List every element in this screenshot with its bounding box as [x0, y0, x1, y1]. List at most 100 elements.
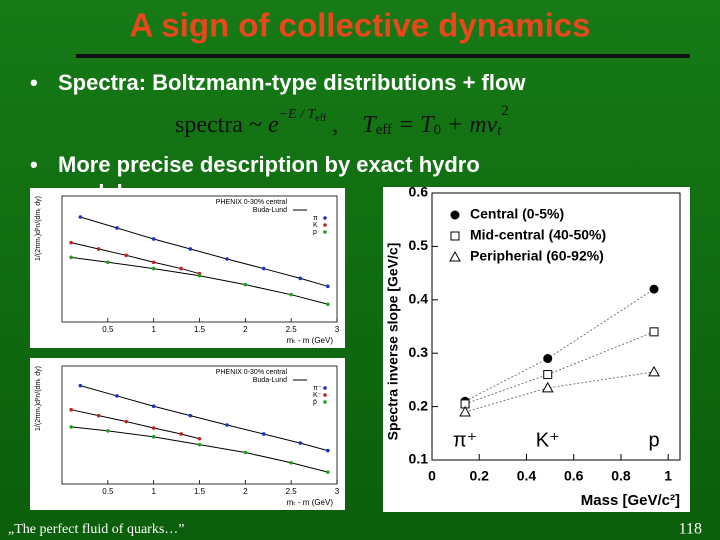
panel-title: PHENIX 0-30% central: [216, 369, 288, 376]
legend-marker: [323, 386, 327, 390]
panel-background: [30, 358, 345, 510]
data-point: [151, 237, 156, 241]
title-rule: [76, 54, 690, 58]
data-point: [124, 419, 128, 424]
legend-label: Mid-central (40-50%): [470, 227, 606, 243]
slope-chart: 0.1 0.2 0.3 0.4 0.5 0.6 0 0.2 0.4 0.6 0.8 1 Mass [Ge…: [383, 184, 690, 512]
spectra-panels: 0.5 1 1.5 2 2.5 3mₜ - m (GeV)1/(2πmₜ)d²n/(dmₜ…: [30, 188, 345, 510]
legend-marker: [323, 216, 327, 220]
fit-label: Buda-Lund: [253, 207, 287, 214]
data-point: [151, 426, 156, 430]
x-axis-label: mₜ - m (GeV): [287, 498, 334, 507]
y-tick-label: 0.1: [409, 451, 429, 467]
x-tick-label: 2.5: [286, 325, 298, 334]
data-point: [96, 247, 101, 251]
data-point: [541, 381, 554, 393]
data-point: [289, 292, 293, 297]
panel-background: [30, 188, 345, 348]
data-point: [78, 383, 83, 388]
x-tick-label: 1.5: [194, 487, 206, 496]
data-point: [225, 423, 229, 427]
y-tick-label: 0.3: [409, 344, 429, 360]
data-point: [649, 327, 659, 337]
data-point: [225, 257, 229, 261]
x-tick-label: 0.8: [611, 468, 631, 484]
x-tick-label: 0.4: [517, 468, 537, 484]
x-tick-label: 1.5: [194, 325, 206, 334]
legend-label: π⁻: [313, 385, 322, 392]
data-point: [326, 470, 330, 474]
data-point: [298, 441, 303, 445]
data-point: [124, 253, 128, 258]
bullet-mark: •: [30, 70, 38, 95]
data-point: [106, 260, 110, 265]
legend-label: p̄: [313, 399, 317, 406]
x-tick-label: 3: [335, 325, 340, 334]
data-point: [197, 273, 202, 278]
legend-marker: [450, 231, 460, 241]
data-point: [649, 284, 659, 294]
legend-marker: [323, 393, 327, 397]
formula: spectra ~ e−E / Teff , Teff = T0 + mvt2: [175, 103, 509, 139]
fit-label: Buda-Lund: [253, 377, 287, 384]
x-tick-label: 1: [151, 325, 156, 334]
data-point: [648, 365, 660, 377]
legend-label: K⁻: [313, 392, 322, 399]
plot-frame: [431, 192, 681, 461]
data-point: [78, 215, 83, 219]
data-point: [261, 266, 266, 271]
y-tick-label: 0.6: [409, 184, 429, 200]
legend-marker: [323, 230, 327, 234]
x-tick-label: 0: [428, 468, 436, 484]
data-point: [151, 260, 156, 265]
trend-line: [464, 371, 655, 413]
annotation: K⁺: [536, 429, 560, 451]
x-tick-label: 0.5: [102, 325, 114, 334]
data-point: [289, 460, 293, 465]
data-point: [115, 394, 119, 398]
data-point: [326, 448, 330, 453]
fit-curve: [71, 242, 200, 275]
legend-marker: [449, 250, 461, 262]
legend-marker: [323, 400, 327, 404]
x-tick-label: 1: [664, 468, 672, 484]
data-point: [179, 266, 183, 271]
fit-curve: [71, 409, 200, 440]
x-tick-label: 0.6: [564, 468, 584, 484]
data-point: [197, 442, 202, 447]
panel-background: [383, 187, 690, 512]
y-axis-label: 1/(2πmₜ)d²n/(dmₜ dy): [35, 366, 42, 431]
annotation: p: [648, 429, 659, 451]
data-point: [243, 282, 248, 287]
data-point: [106, 429, 110, 433]
data-point: [69, 240, 73, 245]
fit-curve: [80, 385, 328, 452]
trend-line: [464, 331, 655, 405]
y-axis-label: 1/(2πmₜ)d²n/(dmₜ dy): [35, 196, 42, 261]
data-point: [459, 405, 471, 417]
data-point: [543, 370, 553, 380]
y-tick-label: 0.4: [409, 291, 429, 307]
data-point: [151, 266, 156, 271]
y-axis-label: Spectra inverse slope [GeV/c]: [385, 243, 401, 441]
legend-marker: [323, 223, 327, 227]
x-axis-label: Mass [GeV/c²]: [581, 492, 680, 509]
data-point: [243, 450, 248, 455]
data-point: [326, 302, 330, 307]
legend-label: Peripherial (60-92%): [470, 248, 604, 264]
data-point: [543, 354, 553, 364]
data-point: [188, 413, 193, 418]
y-tick-label: 0.5: [409, 237, 429, 253]
data-point: [115, 226, 119, 230]
data-point: [261, 432, 266, 436]
bullet: More precise description by exact hydro: [58, 152, 480, 177]
data-point: [151, 404, 156, 409]
x-tick-label: 3: [335, 487, 340, 496]
panel-title: PHENIX 0-30% central: [216, 199, 288, 206]
legend-marker: [450, 210, 460, 220]
data-point: [69, 407, 73, 412]
x-axis-label: mₜ - m (GeV): [287, 336, 334, 345]
x-tick-label: 1: [151, 487, 156, 496]
